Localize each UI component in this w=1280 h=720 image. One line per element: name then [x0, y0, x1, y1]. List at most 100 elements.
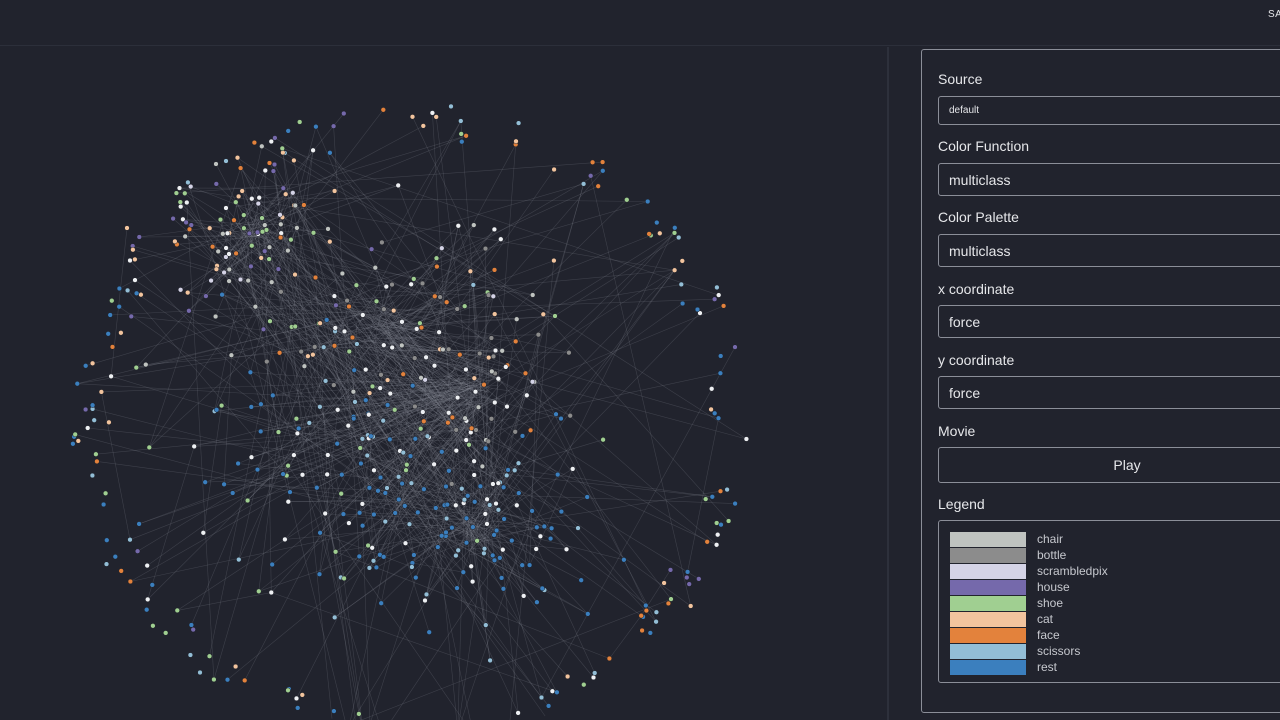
graph-node[interactable]: [170, 215, 176, 222]
graph-node[interactable]: [472, 499, 478, 505]
graph-node[interactable]: [351, 415, 357, 422]
graph-node[interactable]: [296, 425, 302, 432]
graph-node[interactable]: [173, 190, 180, 196]
graph-node[interactable]: [330, 123, 337, 129]
graph-node[interactable]: [446, 346, 452, 352]
graph-node[interactable]: [421, 418, 427, 424]
graph-node[interactable]: [345, 423, 351, 429]
graph-node[interactable]: [382, 490, 388, 496]
graph-node[interactable]: [241, 212, 247, 218]
graph-node[interactable]: [306, 420, 312, 426]
graph-node[interactable]: [322, 510, 328, 517]
graph-node[interactable]: [534, 599, 540, 605]
graph-node[interactable]: [449, 481, 455, 487]
graph-node[interactable]: [381, 342, 387, 348]
graph-node[interactable]: [89, 402, 96, 408]
graph-node[interactable]: [481, 382, 487, 388]
graph-node[interactable]: [269, 561, 275, 568]
graph-node[interactable]: [463, 540, 470, 546]
graph-node[interactable]: [657, 230, 663, 236]
graph-node[interactable]: [487, 502, 493, 508]
graph-node[interactable]: [174, 607, 180, 614]
graph-node[interactable]: [720, 303, 727, 309]
graph-node[interactable]: [258, 255, 264, 261]
graph-node[interactable]: [545, 703, 552, 709]
graph-node[interactable]: [479, 463, 486, 470]
graph-node[interactable]: [484, 521, 490, 527]
graph-node[interactable]: [187, 652, 194, 658]
graph-node[interactable]: [409, 114, 416, 120]
graph-node[interactable]: [439, 245, 445, 251]
graph-node[interactable]: [317, 530, 323, 536]
graph-node[interactable]: [332, 614, 338, 621]
graph-node[interactable]: [555, 471, 561, 478]
graph-node[interactable]: [552, 313, 558, 319]
graph-node[interactable]: [411, 552, 417, 558]
graph-node[interactable]: [172, 238, 178, 245]
graph-node[interactable]: [340, 511, 347, 517]
graph-node[interactable]: [232, 663, 239, 670]
graph-node[interactable]: [183, 219, 189, 226]
graph-node[interactable]: [278, 289, 284, 295]
graph-node[interactable]: [226, 266, 232, 273]
graph-node[interactable]: [488, 335, 495, 341]
graph-node[interactable]: [445, 420, 451, 426]
graph-node[interactable]: [534, 524, 540, 530]
graph-node[interactable]: [260, 326, 267, 332]
graph-node[interactable]: [127, 537, 133, 543]
graph-node[interactable]: [332, 325, 338, 331]
graph-node[interactable]: [94, 458, 100, 465]
graph-node[interactable]: [505, 467, 511, 473]
graph-node[interactable]: [444, 299, 450, 305]
graph-node[interactable]: [490, 481, 496, 487]
graph-node[interactable]: [646, 231, 652, 237]
graph-node[interactable]: [515, 120, 522, 126]
graph-node[interactable]: [269, 279, 275, 285]
graph-node[interactable]: [149, 582, 155, 588]
graph-node[interactable]: [377, 385, 383, 391]
graph-node[interactable]: [433, 114, 439, 120]
graph-node[interactable]: [354, 341, 360, 347]
graph-node[interactable]: [485, 292, 492, 298]
graph-node[interactable]: [709, 386, 715, 392]
graph-node[interactable]: [254, 466, 261, 473]
graph-node[interactable]: [363, 397, 369, 403]
graph-node[interactable]: [491, 532, 497, 538]
graph-node[interactable]: [457, 352, 463, 358]
graph-node[interactable]: [454, 306, 460, 312]
graph-node[interactable]: [124, 225, 130, 231]
graph-node[interactable]: [89, 360, 96, 366]
graph-node[interactable]: [712, 410, 718, 416]
graph-node[interactable]: [459, 486, 465, 492]
graph-node[interactable]: [233, 250, 239, 257]
graph-node[interactable]: [426, 629, 432, 635]
graph-node[interactable]: [551, 257, 557, 264]
graph-node[interactable]: [190, 626, 196, 633]
graph-node[interactable]: [558, 508, 565, 515]
graph-node[interactable]: [270, 392, 276, 399]
graph-node[interactable]: [477, 483, 484, 489]
graph-node[interactable]: [221, 269, 227, 276]
graph-node[interactable]: [711, 296, 718, 302]
graph-node[interactable]: [278, 221, 284, 227]
graph-node[interactable]: [481, 546, 488, 552]
graph-node[interactable]: [715, 415, 722, 421]
graph-node[interactable]: [358, 460, 364, 467]
graph-node[interactable]: [554, 689, 560, 695]
graph-node[interactable]: [493, 500, 499, 507]
graph-node[interactable]: [109, 298, 115, 304]
graph-node[interactable]: [224, 230, 231, 236]
graph-node[interactable]: [353, 282, 360, 288]
graph-node[interactable]: [247, 369, 254, 375]
graph-node[interactable]: [299, 472, 306, 478]
graph-node[interactable]: [118, 330, 124, 336]
graph-node[interactable]: [89, 472, 96, 479]
graph-node[interactable]: [540, 311, 546, 317]
graph-node[interactable]: [501, 516, 507, 522]
graph-node[interactable]: [725, 518, 732, 524]
graph-node[interactable]: [277, 212, 283, 218]
graph-node[interactable]: [324, 471, 330, 478]
graph-node[interactable]: [98, 389, 105, 395]
graph-node[interactable]: [433, 505, 439, 511]
graph-node[interactable]: [254, 229, 261, 235]
